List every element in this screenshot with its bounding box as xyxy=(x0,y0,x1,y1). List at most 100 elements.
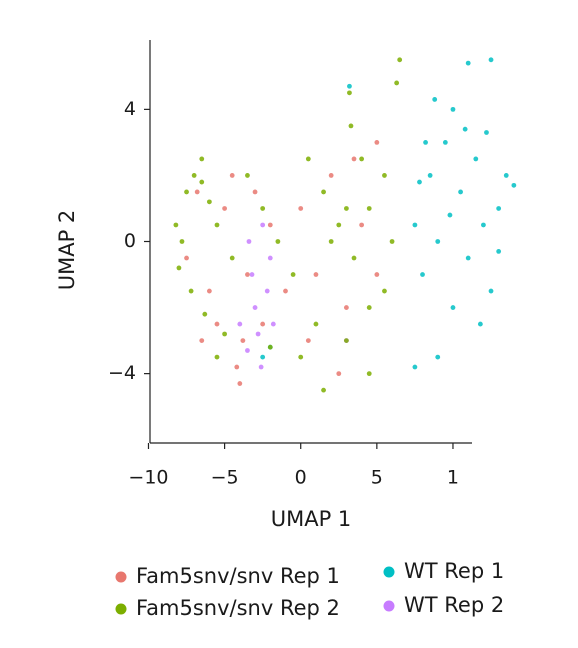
x-tick-label: 5 xyxy=(371,467,383,489)
point xyxy=(245,173,250,178)
point xyxy=(359,222,365,228)
x-tick-label: −5 xyxy=(211,467,239,489)
point xyxy=(420,272,425,277)
point xyxy=(473,156,479,162)
point xyxy=(450,106,456,112)
point xyxy=(222,206,228,211)
point xyxy=(465,60,471,66)
point xyxy=(214,321,220,327)
point xyxy=(237,381,243,386)
point xyxy=(246,239,252,244)
point xyxy=(313,272,319,277)
point xyxy=(374,272,380,277)
x-tick-label: 1 xyxy=(447,467,459,489)
y-tick-label: −4 xyxy=(108,362,136,384)
point xyxy=(173,222,179,228)
point xyxy=(202,311,208,317)
point xyxy=(427,173,433,178)
point xyxy=(397,57,403,63)
point xyxy=(496,249,502,254)
point xyxy=(462,126,468,132)
point xyxy=(382,288,387,294)
point xyxy=(348,123,354,129)
point xyxy=(275,239,281,244)
legend-marker xyxy=(115,571,127,583)
point xyxy=(267,222,273,228)
point xyxy=(222,331,228,337)
point xyxy=(389,239,395,244)
point xyxy=(336,371,342,377)
point xyxy=(258,364,264,370)
point xyxy=(214,354,220,360)
point xyxy=(484,130,489,135)
legend-label: Fam5snv/snv Rep 1 xyxy=(136,564,340,588)
legend-marker xyxy=(383,566,395,578)
point xyxy=(488,288,494,294)
point xyxy=(465,255,471,261)
point xyxy=(503,173,509,178)
point xyxy=(267,344,273,350)
point xyxy=(176,265,182,271)
point xyxy=(347,83,352,89)
point xyxy=(305,156,311,162)
point xyxy=(184,189,189,195)
legend-label: Fam5snv/snv Rep 2 xyxy=(136,596,340,620)
point xyxy=(305,338,311,343)
point xyxy=(252,305,258,310)
point xyxy=(290,272,296,277)
point xyxy=(229,173,235,178)
point xyxy=(336,222,342,228)
legend-label: WT Rep 1 xyxy=(404,559,504,583)
point xyxy=(366,206,372,211)
point xyxy=(229,255,235,261)
point xyxy=(191,173,197,178)
point xyxy=(382,173,387,178)
point xyxy=(188,288,194,294)
point xyxy=(321,387,326,393)
point xyxy=(359,156,365,162)
point xyxy=(374,140,380,145)
point xyxy=(412,222,418,228)
point xyxy=(260,206,266,211)
x-tick-label: −10 xyxy=(128,467,168,489)
point xyxy=(245,348,250,353)
point xyxy=(447,212,453,218)
point xyxy=(432,97,438,102)
point xyxy=(450,305,456,310)
point xyxy=(481,222,486,228)
point xyxy=(184,255,189,261)
point xyxy=(496,206,502,211)
point xyxy=(442,140,448,145)
point xyxy=(343,206,349,211)
point xyxy=(240,338,246,343)
point xyxy=(394,80,400,86)
x-tick-label: 0 xyxy=(295,467,307,489)
point xyxy=(194,189,200,195)
point xyxy=(179,239,185,244)
point xyxy=(267,255,273,261)
point xyxy=(511,182,517,188)
point xyxy=(328,239,334,244)
point xyxy=(435,354,441,360)
point xyxy=(417,179,422,185)
point xyxy=(245,272,250,277)
point xyxy=(366,371,372,377)
point xyxy=(206,199,212,205)
point xyxy=(351,255,357,261)
point xyxy=(347,90,352,96)
point xyxy=(366,305,372,310)
point xyxy=(435,239,441,244)
point xyxy=(343,305,349,310)
point xyxy=(313,321,319,327)
point xyxy=(252,189,258,195)
y-tick-label: 0 xyxy=(124,230,136,252)
legend-label: WT Rep 2 xyxy=(404,593,504,617)
point xyxy=(270,321,276,327)
point xyxy=(199,338,205,343)
point xyxy=(249,272,255,277)
point xyxy=(423,140,428,145)
point xyxy=(255,331,261,337)
x-axis-title: UMAP 1 xyxy=(271,507,352,531)
point xyxy=(351,156,357,162)
